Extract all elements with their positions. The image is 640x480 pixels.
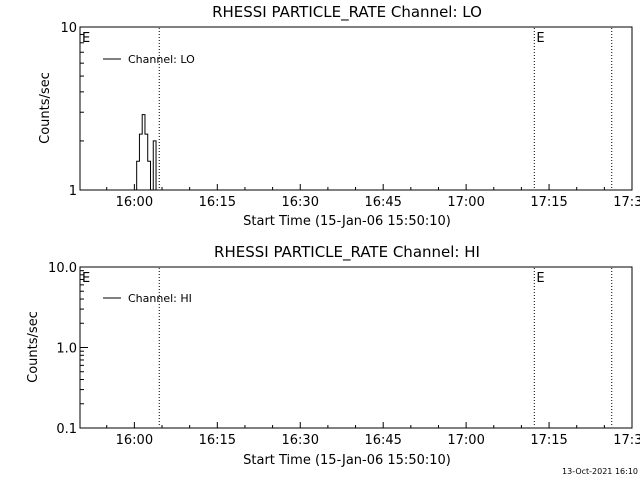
marker-label: E <box>82 271 90 286</box>
legend-label: Channel: LO <box>128 53 195 66</box>
x-tick-label: 17:15 <box>530 433 567 448</box>
y-tick-label: 10 <box>60 21 77 36</box>
x-tick-label: 16:00 <box>116 195 153 210</box>
x-axis-label: Start Time (15-Jan-06 15:50:10) <box>243 453 451 468</box>
x-tick-label: 17:00 <box>447 433 484 448</box>
chart-title: RHESSI PARTICLE_RATE Channel: HI <box>214 243 480 262</box>
panel-hi: RHESSI PARTICLE_RATE Channel: HI Counts/… <box>26 243 640 468</box>
x-tick-label: 16:15 <box>199 433 236 448</box>
x-tick-label: 17:15 <box>530 195 567 210</box>
legend-label: Channel: HI <box>128 292 192 305</box>
x-tick-label: 16:45 <box>364 433 401 448</box>
x-tick-label: 16:15 <box>199 195 236 210</box>
y-tick-label: 1 <box>69 184 77 199</box>
y-tick-label: 0.1 <box>56 422 77 437</box>
x-tick-label: 17:00 <box>447 195 484 210</box>
x-axis-label: Start Time (15-Jan-06 15:50:10) <box>243 214 451 229</box>
marker-label: E <box>536 271 544 286</box>
x-tick-label: 16:30 <box>282 195 319 210</box>
series-line <box>133 114 159 191</box>
footer-timestamp: 13-Oct-2021 16:10 <box>562 467 638 476</box>
panel-lo: RHESSI PARTICLE_RATE Channel: LO Counts/… <box>38 3 640 229</box>
y-axis-label: Counts/sec <box>26 311 41 383</box>
x-tick-label: 16:30 <box>282 433 319 448</box>
marker-label: E <box>536 31 544 46</box>
x-tick-label: 16:45 <box>364 195 401 210</box>
y-axis-label: Counts/sec <box>38 72 53 144</box>
x-tick-label: 17:30 <box>613 195 640 210</box>
y-tick-label: 1.0 <box>56 342 77 357</box>
y-tick-label: 10.0 <box>48 261 77 276</box>
chart-title: RHESSI PARTICLE_RATE Channel: LO <box>212 3 482 22</box>
marker-label: E <box>82 31 90 46</box>
x-tick-label: 17:30 <box>613 433 640 448</box>
x-tick-label: 16:00 <box>116 433 153 448</box>
